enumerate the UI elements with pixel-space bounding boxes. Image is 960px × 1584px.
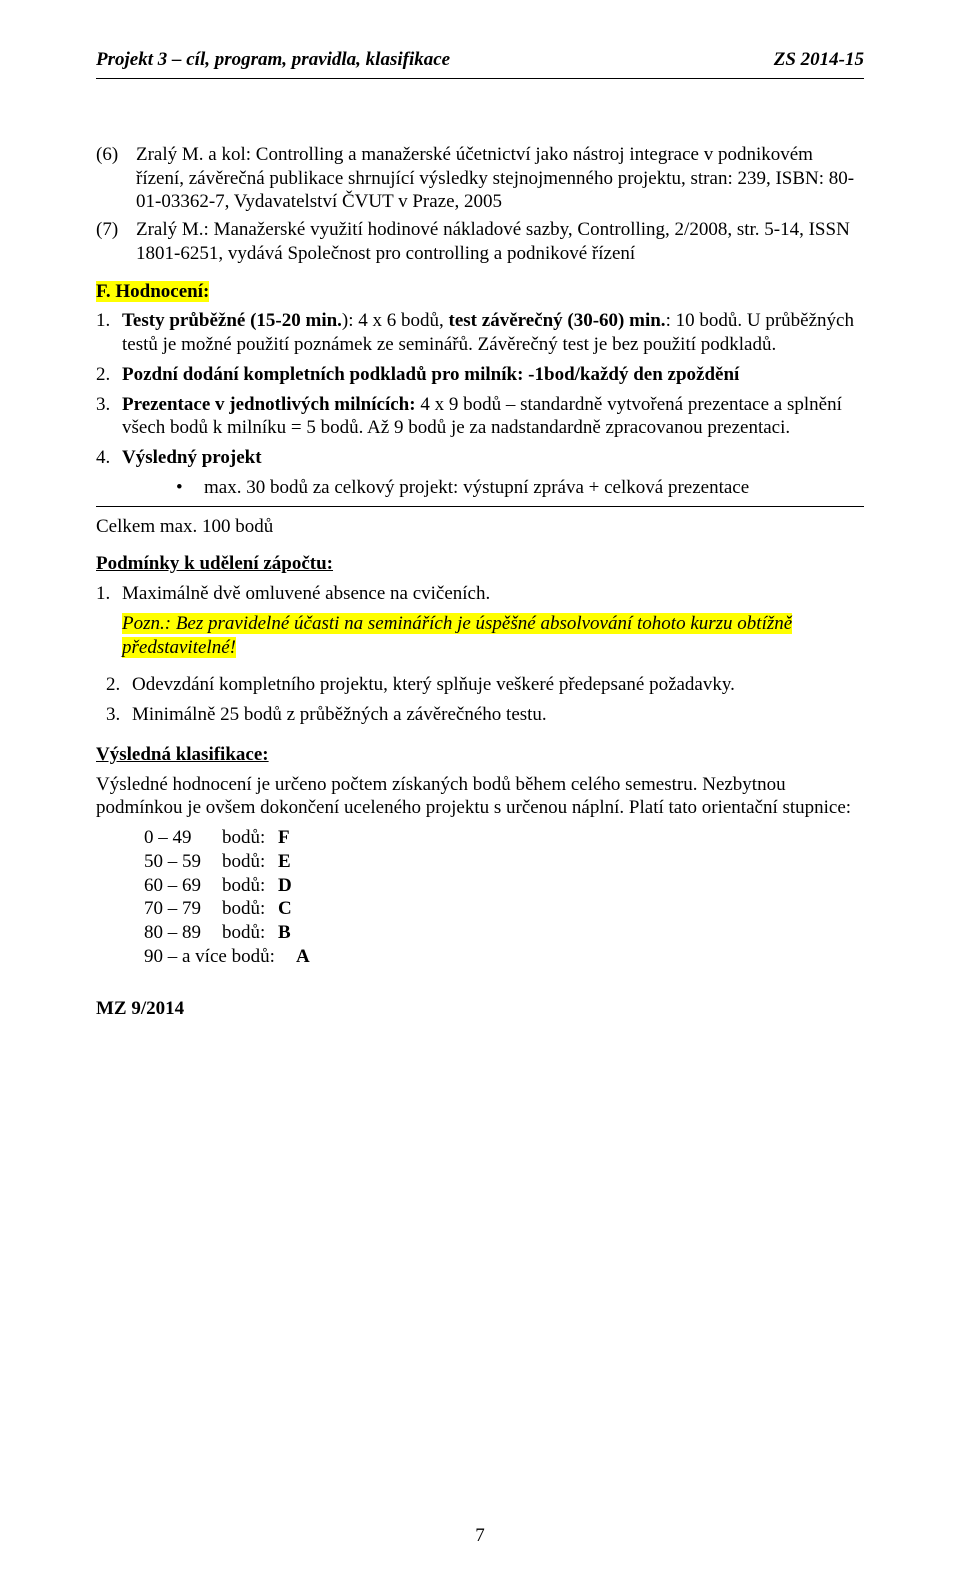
grade-label: bodů: bbox=[222, 850, 278, 874]
reference-text: Zralý M.: Manažerské využití hodinové ná… bbox=[136, 218, 864, 266]
reference-number: (6) bbox=[96, 143, 136, 167]
page-number: 7 bbox=[0, 1524, 960, 1548]
grade-label: bodů: bbox=[222, 874, 278, 898]
grade-range: 80 – 89 bbox=[144, 921, 222, 945]
header-left: Projekt 3 – cíl, program, pravidla, klas… bbox=[96, 48, 450, 72]
reference-number: (7) bbox=[96, 218, 136, 242]
conditions-heading: Podmínky k udělení zápočtu: bbox=[96, 552, 864, 576]
references-list: (6) Zralý M. a kol: Controlling a manaže… bbox=[96, 143, 864, 266]
evaluation-list: 1. Testy průběžné (15-20 min.): 4 x 6 bo… bbox=[96, 309, 864, 499]
item-number: 2. bbox=[96, 363, 122, 387]
horizontal-rule bbox=[96, 506, 864, 507]
eval-item-4: 4. Výsledný projekt bbox=[96, 446, 864, 470]
grade-range: 90 – a více bodů: bbox=[144, 945, 296, 969]
header-right: ZS 2014-15 bbox=[774, 48, 864, 72]
item-number: 1. bbox=[96, 582, 122, 606]
highlighted-note-line: Pozn.: Bez pravidelné účasti na semináří… bbox=[122, 613, 792, 634]
item-number: 3. bbox=[96, 393, 122, 417]
bold-run: Prezentace v jednotlivých milnících: bbox=[122, 394, 416, 415]
reference-item: (6) Zralý M. a kol: Controlling a manaže… bbox=[96, 143, 864, 214]
item-number: 4. bbox=[96, 446, 122, 470]
highlighted-heading: F. Hodnocení: bbox=[96, 281, 209, 302]
condition-2: 2. Odevzdání kompletního projektu, který… bbox=[106, 673, 864, 697]
grade-row: 50 – 59 bodů: E bbox=[144, 850, 864, 874]
section-f-heading: F. Hodnocení: bbox=[96, 280, 864, 304]
item-text: Minimálně 25 bodů z průběžných a závěreč… bbox=[132, 703, 864, 727]
bold-run: test závěrečný (30-60) min. bbox=[449, 310, 666, 331]
grade-letter: E bbox=[278, 850, 291, 874]
text-run: ): 4 x 6 bodů, bbox=[342, 310, 449, 331]
grade-letter: F bbox=[278, 826, 290, 850]
condition-3: 3. Minimálně 25 bodů z průběžných a závě… bbox=[106, 703, 864, 727]
item-number: 1. bbox=[96, 309, 122, 333]
grade-scale: 0 – 49 bodů: F 50 – 59 bodů: E 60 – 69 b… bbox=[144, 826, 864, 969]
grade-letter: B bbox=[278, 921, 291, 945]
grade-row: 0 – 49 bodů: F bbox=[144, 826, 864, 850]
bullet-marker: • bbox=[176, 476, 204, 500]
grade-label: bodů: bbox=[222, 826, 278, 850]
item-number: 2. bbox=[106, 673, 132, 697]
grade-range: 60 – 69 bbox=[144, 874, 222, 898]
page-header: Projekt 3 – cíl, program, pravidla, klas… bbox=[96, 48, 864, 79]
grade-row: 90 – a více bodů: A bbox=[144, 945, 864, 969]
reference-text: Zralý M. a kol: Controlling a manažerské… bbox=[136, 143, 864, 214]
grade-label: bodů: bbox=[222, 897, 278, 921]
grade-letter: A bbox=[296, 945, 310, 969]
grade-letter: C bbox=[278, 897, 292, 921]
grade-row: 80 – 89 bodů: B bbox=[144, 921, 864, 945]
item-text: Testy průběžné (15-20 min.): 4 x 6 bodů,… bbox=[122, 309, 864, 357]
grade-range: 50 – 59 bbox=[144, 850, 222, 874]
total-points: Celkem max. 100 bodů bbox=[96, 515, 864, 539]
eval-item-1: 1. Testy průběžné (15-20 min.): 4 x 6 bo… bbox=[96, 309, 864, 357]
bold-run: Testy průběžné (15-20 min. bbox=[122, 310, 342, 331]
item-text: Odevzdání kompletního projektu, který sp… bbox=[132, 673, 864, 697]
grade-row: 60 – 69 bodů: D bbox=[144, 874, 864, 898]
grade-label: bodů: bbox=[222, 921, 278, 945]
item-text: Výsledný projekt bbox=[122, 446, 864, 470]
grade-range: 0 – 49 bbox=[144, 826, 222, 850]
classification-paragraph: Výsledné hodnocení je určeno počtem získ… bbox=[96, 773, 864, 821]
footer-author-date: MZ 9/2014 bbox=[96, 997, 864, 1021]
item-number: 3. bbox=[106, 703, 132, 727]
item-text: Maximálně dvě omluvené absence na cvičen… bbox=[122, 582, 864, 606]
grade-row: 70 – 79 bodů: C bbox=[144, 897, 864, 921]
reference-item: (7) Zralý M.: Manažerské využití hodinov… bbox=[96, 218, 864, 266]
eval-item-2: 2. Pozdní dodání kompletních podkladů pr… bbox=[96, 363, 864, 387]
bullet-text: max. 30 bodů za celkový projekt: výstupn… bbox=[204, 476, 749, 500]
classification-heading: Výsledná klasifikace: bbox=[96, 743, 864, 767]
highlighted-note-line: představitelné! bbox=[122, 637, 236, 658]
item-text: Pozdní dodání kompletních podkladů pro m… bbox=[122, 363, 864, 387]
condition-note: Pozn.: Bez pravidelné účasti na semináří… bbox=[122, 612, 864, 660]
item-text: Prezentace v jednotlivých milnících: 4 x… bbox=[122, 393, 864, 441]
condition-1: 1. Maximálně dvě omluvené absence na cvi… bbox=[96, 582, 864, 606]
grade-letter: D bbox=[278, 874, 292, 898]
document-page: Projekt 3 – cíl, program, pravidla, klas… bbox=[0, 0, 960, 1584]
eval-item-3: 3. Prezentace v jednotlivých milnících: … bbox=[96, 393, 864, 441]
bullet-item: • max. 30 bodů za celkový projekt: výstu… bbox=[176, 476, 864, 500]
grade-range: 70 – 79 bbox=[144, 897, 222, 921]
